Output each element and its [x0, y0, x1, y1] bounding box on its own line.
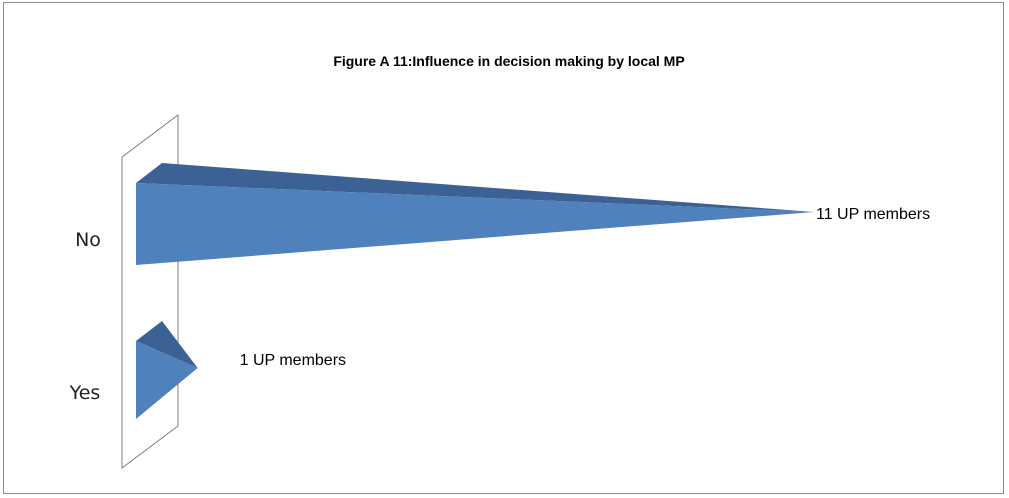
- data-label-no: 11 UP members: [816, 206, 930, 223]
- bar-yes: [136, 341, 198, 419]
- chart-title: Figure A 11:Influence in decision making…: [333, 53, 684, 69]
- category-label-yes: Yes: [69, 382, 101, 404]
- bar-no-top: [136, 163, 814, 212]
- bar-yes-top: [136, 321, 198, 368]
- data-labels: 11 UP members 1 UP members: [240, 206, 930, 369]
- data-label-yes: 1 UP members: [240, 352, 346, 369]
- chart-plot: Figure A 11:Influence in decision making…: [69, 53, 930, 469]
- bars-group: [136, 163, 814, 419]
- chart-frame: Figure A 11:Influence in decision making…: [3, 2, 1004, 494]
- bar-no: [136, 183, 814, 265]
- category-label-no: No: [75, 229, 101, 251]
- category-labels: No Yes: [69, 229, 101, 404]
